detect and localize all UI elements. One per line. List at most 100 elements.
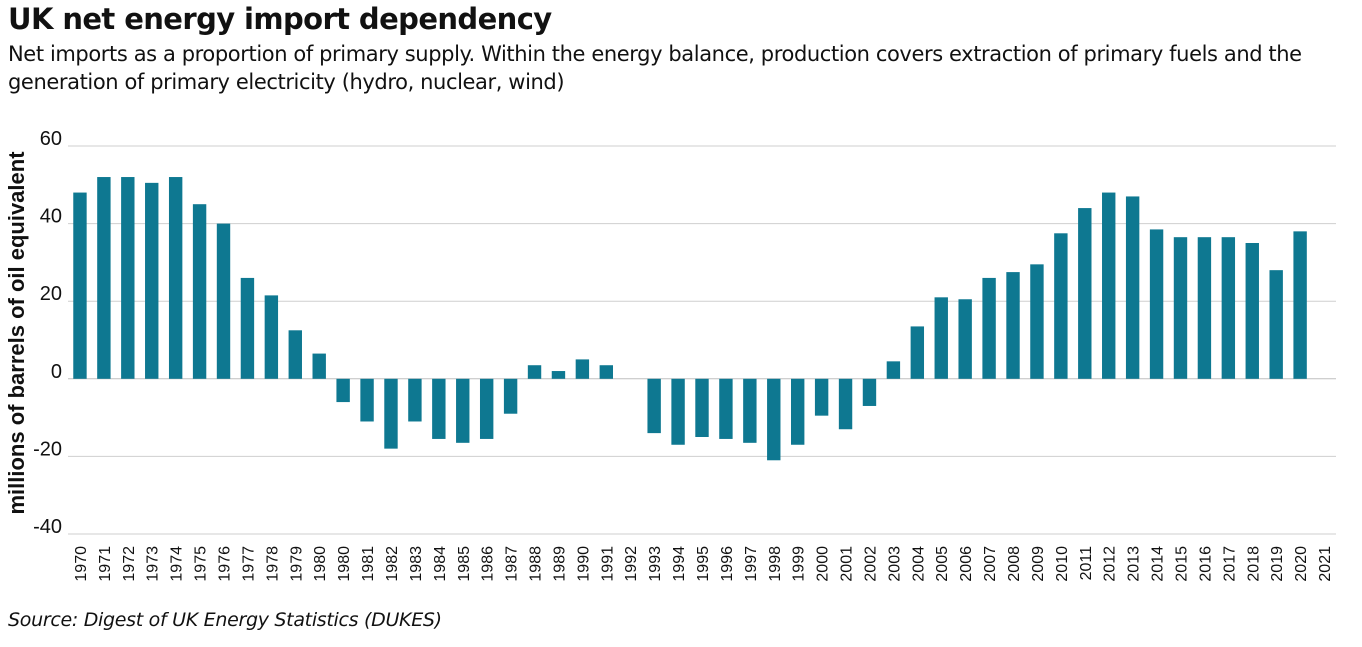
- y-tick-label: 20: [40, 283, 62, 305]
- x-tick-label: 1980: [336, 546, 353, 582]
- x-tick-label: 2016: [1197, 546, 1214, 582]
- bar: [1293, 231, 1307, 379]
- x-tick-label: 1976: [217, 546, 234, 582]
- x-tick-label: 1992: [623, 546, 640, 582]
- bar: [1054, 233, 1068, 379]
- x-tick-label: 1988: [528, 546, 545, 582]
- bar: [934, 297, 948, 379]
- x-tick-label: 2010: [1054, 546, 1071, 582]
- bar: [1197, 237, 1212, 379]
- x-tick-label: 2003: [886, 546, 903, 582]
- bar: [312, 353, 326, 379]
- x-tick-label: 2020: [1293, 546, 1310, 582]
- bar: [838, 378, 853, 430]
- bar: [408, 378, 422, 422]
- bar: [527, 365, 542, 379]
- x-tick-label: 2006: [958, 546, 975, 582]
- bar: [456, 378, 470, 443]
- gridlines: [68, 145, 1336, 535]
- bar: [1221, 237, 1236, 379]
- bar: [862, 378, 877, 406]
- bar: [647, 378, 661, 434]
- x-tick-label: 2013: [1126, 546, 1143, 582]
- x-tick-label: 1979: [288, 546, 305, 582]
- x-tick-label: 2001: [839, 546, 856, 582]
- chart-subtitle: Net imports as a proportion of primary s…: [8, 42, 1302, 94]
- x-tick-label: 1978: [264, 546, 281, 582]
- bar: [814, 378, 829, 416]
- bar: [982, 277, 996, 379]
- x-tick-label: 1998: [767, 546, 784, 582]
- bar: [121, 177, 135, 379]
- x-tick-label: 1991: [599, 546, 616, 582]
- x-tick-label: 2021: [1317, 546, 1334, 582]
- x-tick-label: 1993: [647, 546, 664, 582]
- x-tick-label: 1997: [743, 546, 760, 582]
- bar: [1006, 272, 1020, 379]
- x-tick-label: 1974: [169, 546, 186, 582]
- bar: [73, 192, 87, 379]
- x-tick-label: 1986: [480, 546, 497, 582]
- x-tick-label: 2012: [1102, 546, 1119, 582]
- bar: [432, 378, 446, 439]
- x-tick-label: 2007: [982, 546, 999, 582]
- bar: [575, 359, 590, 379]
- x-tick-label: 1970: [73, 546, 90, 582]
- x-tick-label: 1989: [551, 546, 568, 582]
- x-tick-label: 2011: [1078, 546, 1095, 581]
- bar: [264, 295, 279, 379]
- x-tick-label: 2015: [1173, 546, 1190, 582]
- x-tick-label: 1983: [408, 546, 425, 582]
- x-tick-label: 2019: [1269, 546, 1286, 582]
- x-tick-label: 1995: [695, 546, 712, 582]
- x-tick-label: 1994: [671, 546, 688, 582]
- bar: [503, 378, 518, 414]
- bar: [145, 182, 159, 379]
- bar: [192, 204, 207, 379]
- bar: [958, 299, 972, 379]
- x-tick-label: 1977: [240, 546, 257, 582]
- bar: [1269, 270, 1283, 379]
- bar: [1173, 237, 1188, 379]
- bar: [551, 371, 566, 379]
- bar: [1102, 192, 1116, 379]
- bar: [360, 378, 374, 422]
- bar: [97, 177, 111, 379]
- y-tick-label: 60: [40, 128, 62, 150]
- bar: [743, 378, 757, 443]
- x-tick-label: 1981: [360, 546, 377, 582]
- x-tick-label: 1973: [145, 546, 162, 582]
- x-tick-label: 2005: [934, 546, 951, 582]
- x-tick-label: 1999: [791, 546, 808, 582]
- x-tick-label: 2008: [1006, 546, 1023, 582]
- bar: [886, 361, 901, 379]
- bars: [73, 177, 1307, 461]
- bar: [671, 378, 685, 445]
- x-tick-label: 2009: [1030, 546, 1047, 582]
- x-tick-label: 1984: [432, 546, 449, 582]
- bar: [719, 378, 733, 439]
- bar: [910, 326, 925, 379]
- x-tick-label: 1972: [121, 546, 138, 582]
- bar: [1245, 243, 1259, 379]
- y-axis-label: millions of barrels of oil equivalent: [4, 151, 29, 515]
- bar: [336, 378, 350, 403]
- y-tick-label: -40: [33, 516, 62, 538]
- x-tick-label: 1990: [575, 546, 592, 582]
- x-tick-label: 1985: [456, 546, 473, 582]
- bar: [767, 378, 781, 461]
- x-tick-label: 2017: [1221, 546, 1238, 582]
- source-note: Source: Digest of UK Energy Statistics (…: [8, 609, 442, 631]
- y-tick-label: 0: [51, 361, 62, 383]
- bar: [288, 330, 302, 379]
- bar: [216, 223, 231, 379]
- x-tick-label: 2018: [1245, 546, 1262, 582]
- chart-title: UK net energy import dependency: [8, 2, 552, 36]
- bar: [1030, 264, 1044, 379]
- bar: [1078, 208, 1092, 379]
- y-tick-label: -20: [33, 438, 62, 460]
- x-tick-label: 1975: [193, 546, 210, 582]
- x-tick-label: 1982: [384, 546, 401, 582]
- bar: [695, 378, 709, 437]
